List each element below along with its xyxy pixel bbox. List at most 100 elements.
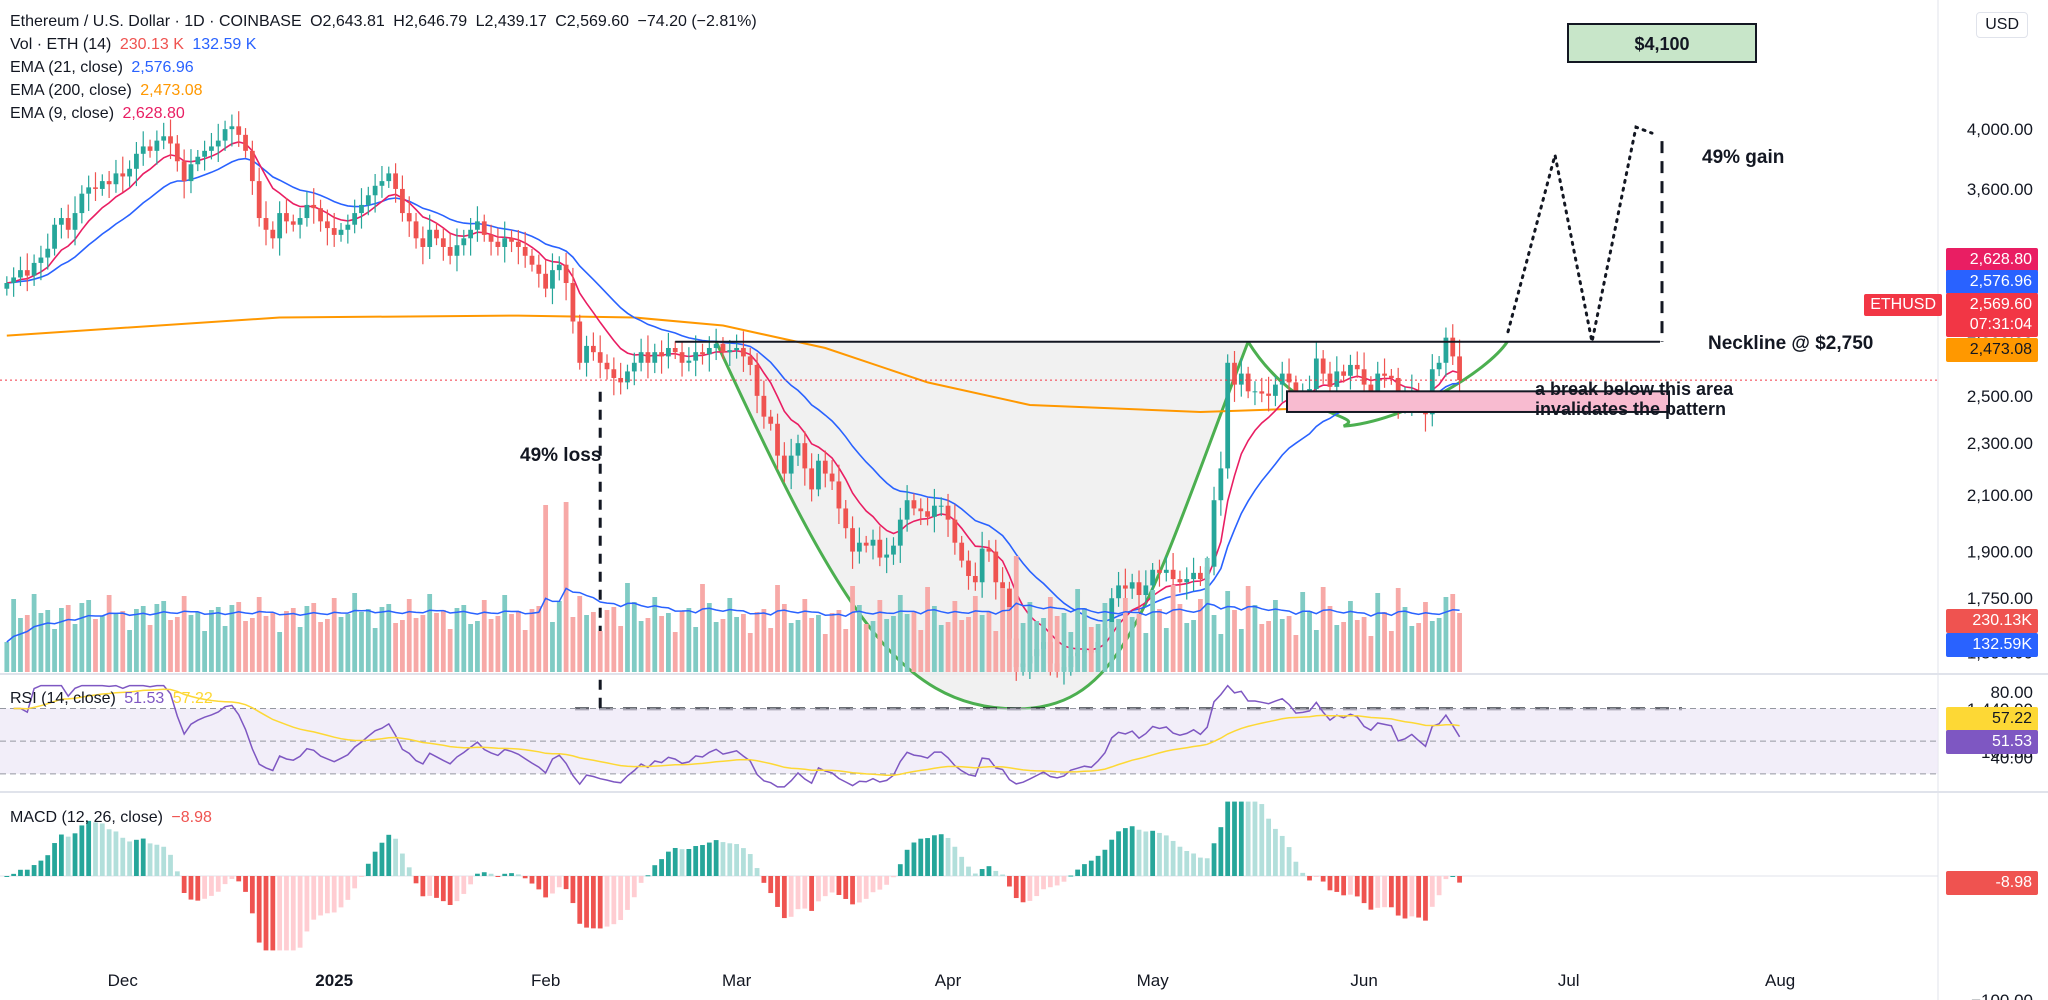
volume-bar — [686, 608, 692, 672]
macd-histogram-bar — [829, 876, 835, 893]
ema9-label[interactable]: EMA (9, close) — [10, 105, 115, 122]
macd-histogram-bar — [836, 876, 842, 895]
macd-histogram-bar — [31, 865, 37, 876]
macd-histogram-bar — [1402, 876, 1408, 919]
volume-bar — [877, 600, 883, 672]
candle-body — [1170, 569, 1176, 580]
macd-histogram-bar — [290, 876, 296, 951]
volume-bar — [79, 603, 85, 672]
macd-histogram-bar — [99, 823, 105, 876]
ema9-price-badge: 2,628.80 — [1946, 248, 2038, 272]
candle-body — [652, 352, 658, 363]
volume-bar — [304, 606, 310, 672]
macd-histogram-bar — [822, 876, 828, 897]
ema21-label[interactable]: EMA (21, close) — [10, 59, 123, 76]
close-price-value: 2,569.60 — [1969, 296, 2032, 313]
volume-badge: 230.13K — [1946, 609, 2038, 633]
candle-body — [529, 255, 535, 265]
ema9-value: 2,628.80 — [122, 105, 185, 122]
macd-histogram-bar — [741, 848, 746, 876]
candle-body — [256, 181, 262, 219]
volume-bar — [584, 615, 589, 672]
volume-bar — [277, 632, 283, 672]
rsi-legend: RSI (14, close) 51.53 57.22 — [10, 687, 213, 710]
volume-bar — [1013, 556, 1019, 672]
macd-histogram-bar — [147, 843, 153, 876]
candle-body — [966, 560, 971, 576]
volume-bar — [1341, 622, 1347, 672]
macd-histogram-bar — [795, 876, 801, 910]
macd-histogram-bar — [209, 876, 214, 896]
candle-body — [727, 350, 733, 353]
macd-histogram-bar — [79, 825, 85, 876]
candle-body — [120, 173, 126, 177]
time-tick-label: Aug — [1765, 971, 1795, 990]
price-tick-label: 2,500.00 — [1967, 387, 2033, 406]
macd-histogram-bar — [781, 876, 787, 919]
volume-bar — [556, 601, 562, 672]
macd-histogram-bar — [352, 876, 358, 889]
volume-bar — [1402, 607, 1408, 672]
volume-bar — [700, 584, 705, 672]
rsi-line — [13, 684, 1461, 788]
macd-histogram-bar — [24, 869, 30, 876]
symbol-title[interactable]: Ethereum / U.S. Dollar · 1D · COINBASE — [10, 13, 302, 30]
symbol-badge: ETHUSD — [1864, 294, 1942, 316]
volume-bar — [161, 601, 167, 672]
volume-bar — [734, 617, 739, 672]
candle-body — [406, 213, 412, 222]
volume-bar — [1177, 604, 1183, 672]
volume-bar — [1375, 593, 1381, 672]
volume-bar — [741, 614, 746, 672]
volume-bar — [945, 622, 951, 672]
volume-bar — [440, 610, 446, 672]
macd-histogram-bar — [911, 842, 917, 876]
candle-body — [932, 505, 937, 517]
volume-bar — [1279, 619, 1285, 672]
volume-bar — [11, 599, 17, 672]
volume-bar — [652, 597, 658, 672]
rsi-label[interactable]: RSI (14, close) — [10, 690, 116, 707]
macd-histogram-bar — [154, 844, 160, 876]
volume-bar — [550, 622, 555, 672]
macd-histogram-bar — [106, 829, 112, 876]
macd-histogram-bar — [972, 873, 978, 876]
volume-bar — [570, 617, 576, 672]
legend-volume-row: Vol · ETH (14) 230.13 K 132.59 K — [10, 33, 256, 56]
ema200-label[interactable]: EMA (200, close) — [10, 82, 132, 99]
rsi-badge: 51.53 — [1946, 730, 2038, 754]
candle-body — [741, 347, 746, 357]
candle-body — [481, 221, 487, 235]
price-tick-label: 4,000.00 — [1967, 120, 2033, 139]
macd-histogram-bar — [672, 847, 678, 876]
volume-bar — [1313, 630, 1319, 672]
macd-label[interactable]: MACD (12, 26, close) — [10, 809, 163, 826]
candle-body — [1266, 393, 1271, 396]
macd-value: −8.98 — [171, 809, 212, 826]
candle-body — [52, 224, 57, 249]
volume-bar — [1088, 627, 1094, 672]
vol-label[interactable]: Vol · ETH (14) — [10, 36, 112, 53]
macd-histogram-bar — [611, 876, 617, 925]
volume-bar — [127, 630, 132, 672]
macd-histogram-bar — [570, 876, 576, 904]
volume-bar — [768, 628, 774, 672]
candle-body — [631, 362, 637, 372]
macd-histogram-bar — [1266, 818, 1271, 876]
macd-histogram-bar — [134, 839, 139, 876]
currency-button[interactable]: USD — [1976, 12, 2028, 38]
macd-histogram-bar — [324, 876, 330, 914]
macd-histogram-bar — [1007, 876, 1012, 887]
volume-bar — [202, 631, 207, 672]
macd-histogram-bar — [202, 876, 207, 899]
volume-bar — [993, 631, 999, 672]
macd-histogram-bar — [884, 876, 890, 885]
macd-histogram-bar — [161, 846, 167, 876]
volume-bar — [966, 617, 971, 672]
volume-bar — [45, 610, 51, 672]
volume-bar — [386, 604, 392, 672]
macd-histogram-bar — [938, 834, 944, 876]
macd-histogram-bar — [1102, 849, 1108, 876]
candle-body — [11, 277, 17, 284]
